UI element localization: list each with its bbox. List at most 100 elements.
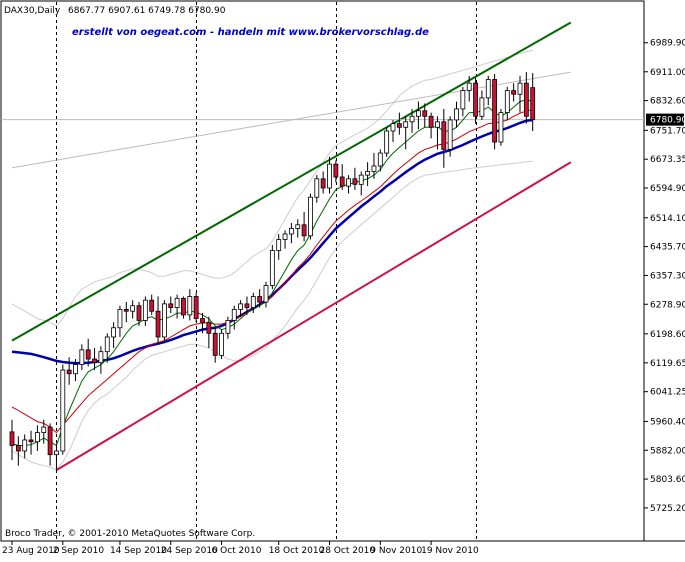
candle[interactable] (403, 116, 409, 150)
candle[interactable] (460, 86, 466, 117)
candle-body (174, 297, 180, 308)
candle-body (308, 196, 313, 237)
candle[interactable] (396, 112, 402, 135)
candle[interactable] (250, 292, 256, 314)
candle-body (117, 308, 123, 329)
y-tick-label: 6594.90 (650, 184, 685, 194)
candle[interactable] (288, 222, 294, 244)
candle[interactable] (54, 443, 59, 472)
candle[interactable] (511, 83, 517, 102)
candle[interactable] (9, 419, 15, 461)
candle[interactable] (193, 292, 199, 323)
candle[interactable] (301, 211, 307, 242)
candle[interactable] (409, 108, 415, 133)
candle[interactable] (66, 357, 72, 385)
candle[interactable] (346, 175, 351, 194)
candle[interactable] (200, 313, 205, 334)
candle[interactable] (492, 73, 498, 150)
candle[interactable] (168, 296, 174, 314)
candle-body (98, 351, 104, 364)
candle[interactable] (352, 167, 358, 190)
candle[interactable] (219, 329, 224, 360)
candle[interactable] (231, 305, 237, 330)
candle[interactable] (390, 119, 396, 143)
candle[interactable] (454, 101, 459, 128)
candle[interactable] (447, 116, 453, 157)
candle[interactable] (276, 233, 282, 260)
candle[interactable] (327, 156, 332, 194)
candle[interactable] (41, 419, 47, 444)
candle-body (73, 364, 78, 375)
candle[interactable] (149, 294, 155, 315)
candle[interactable] (371, 153, 377, 179)
candle-body (231, 308, 237, 321)
candle[interactable] (47, 423, 53, 466)
candle-body (447, 119, 453, 150)
candle[interactable] (314, 175, 320, 203)
candle[interactable] (206, 316, 212, 348)
candle[interactable] (339, 164, 345, 190)
candle[interactable] (384, 127, 390, 157)
candle[interactable] (428, 112, 434, 139)
candle[interactable] (485, 75, 491, 106)
candle[interactable] (479, 90, 485, 120)
candle[interactable] (238, 300, 244, 317)
candle[interactable] (104, 333, 110, 363)
candle[interactable] (212, 327, 218, 363)
candle[interactable] (79, 344, 85, 371)
candle-body (301, 224, 307, 237)
candle[interactable] (269, 245, 275, 290)
candle[interactable] (60, 364, 66, 455)
candle[interactable] (473, 77, 478, 124)
candle[interactable] (117, 305, 123, 337)
candle[interactable] (174, 294, 180, 319)
candle[interactable] (98, 346, 104, 374)
x-tick-label: 2 Sep 2010 (53, 546, 105, 556)
candle[interactable] (308, 193, 313, 240)
candle[interactable] (358, 171, 364, 196)
candle[interactable] (517, 75, 523, 113)
candle[interactable] (130, 300, 136, 319)
y-tick-label: 6435.70 (650, 243, 685, 253)
candle[interactable] (136, 302, 142, 326)
y-tick-label: 6514.10 (650, 214, 685, 224)
candle-body (9, 431, 15, 446)
candle-body (269, 250, 275, 286)
candle[interactable] (187, 289, 193, 321)
candle[interactable] (155, 296, 161, 345)
candle[interactable] (257, 289, 263, 308)
candle[interactable] (15, 436, 21, 466)
candle[interactable] (530, 73, 536, 132)
candle[interactable] (377, 149, 383, 172)
candle[interactable] (282, 230, 288, 249)
candle[interactable] (466, 75, 472, 102)
candle[interactable] (142, 296, 148, 326)
candle[interactable] (244, 296, 250, 315)
candle[interactable] (415, 101, 421, 130)
candle[interactable] (435, 116, 440, 150)
candle[interactable] (161, 300, 167, 341)
candle[interactable] (523, 72, 529, 124)
candle[interactable] (92, 348, 97, 371)
candle[interactable] (320, 171, 326, 194)
candle[interactable] (441, 108, 447, 168)
candle[interactable] (181, 296, 186, 319)
candle[interactable] (263, 281, 269, 308)
candle[interactable] (295, 219, 301, 238)
candle[interactable] (422, 103, 428, 128)
candle[interactable] (225, 316, 231, 339)
candle[interactable] (73, 359, 78, 382)
candle[interactable] (365, 162, 371, 187)
candle[interactable] (28, 430, 34, 455)
candle[interactable] (111, 322, 116, 348)
candle[interactable] (85, 338, 91, 367)
candle[interactable] (333, 160, 339, 183)
candle[interactable] (35, 425, 40, 451)
candle[interactable] (498, 108, 504, 146)
candle[interactable] (504, 86, 510, 120)
candlesticks[interactable] (9, 72, 536, 472)
candle[interactable] (123, 302, 129, 323)
candle[interactable] (22, 434, 28, 459)
